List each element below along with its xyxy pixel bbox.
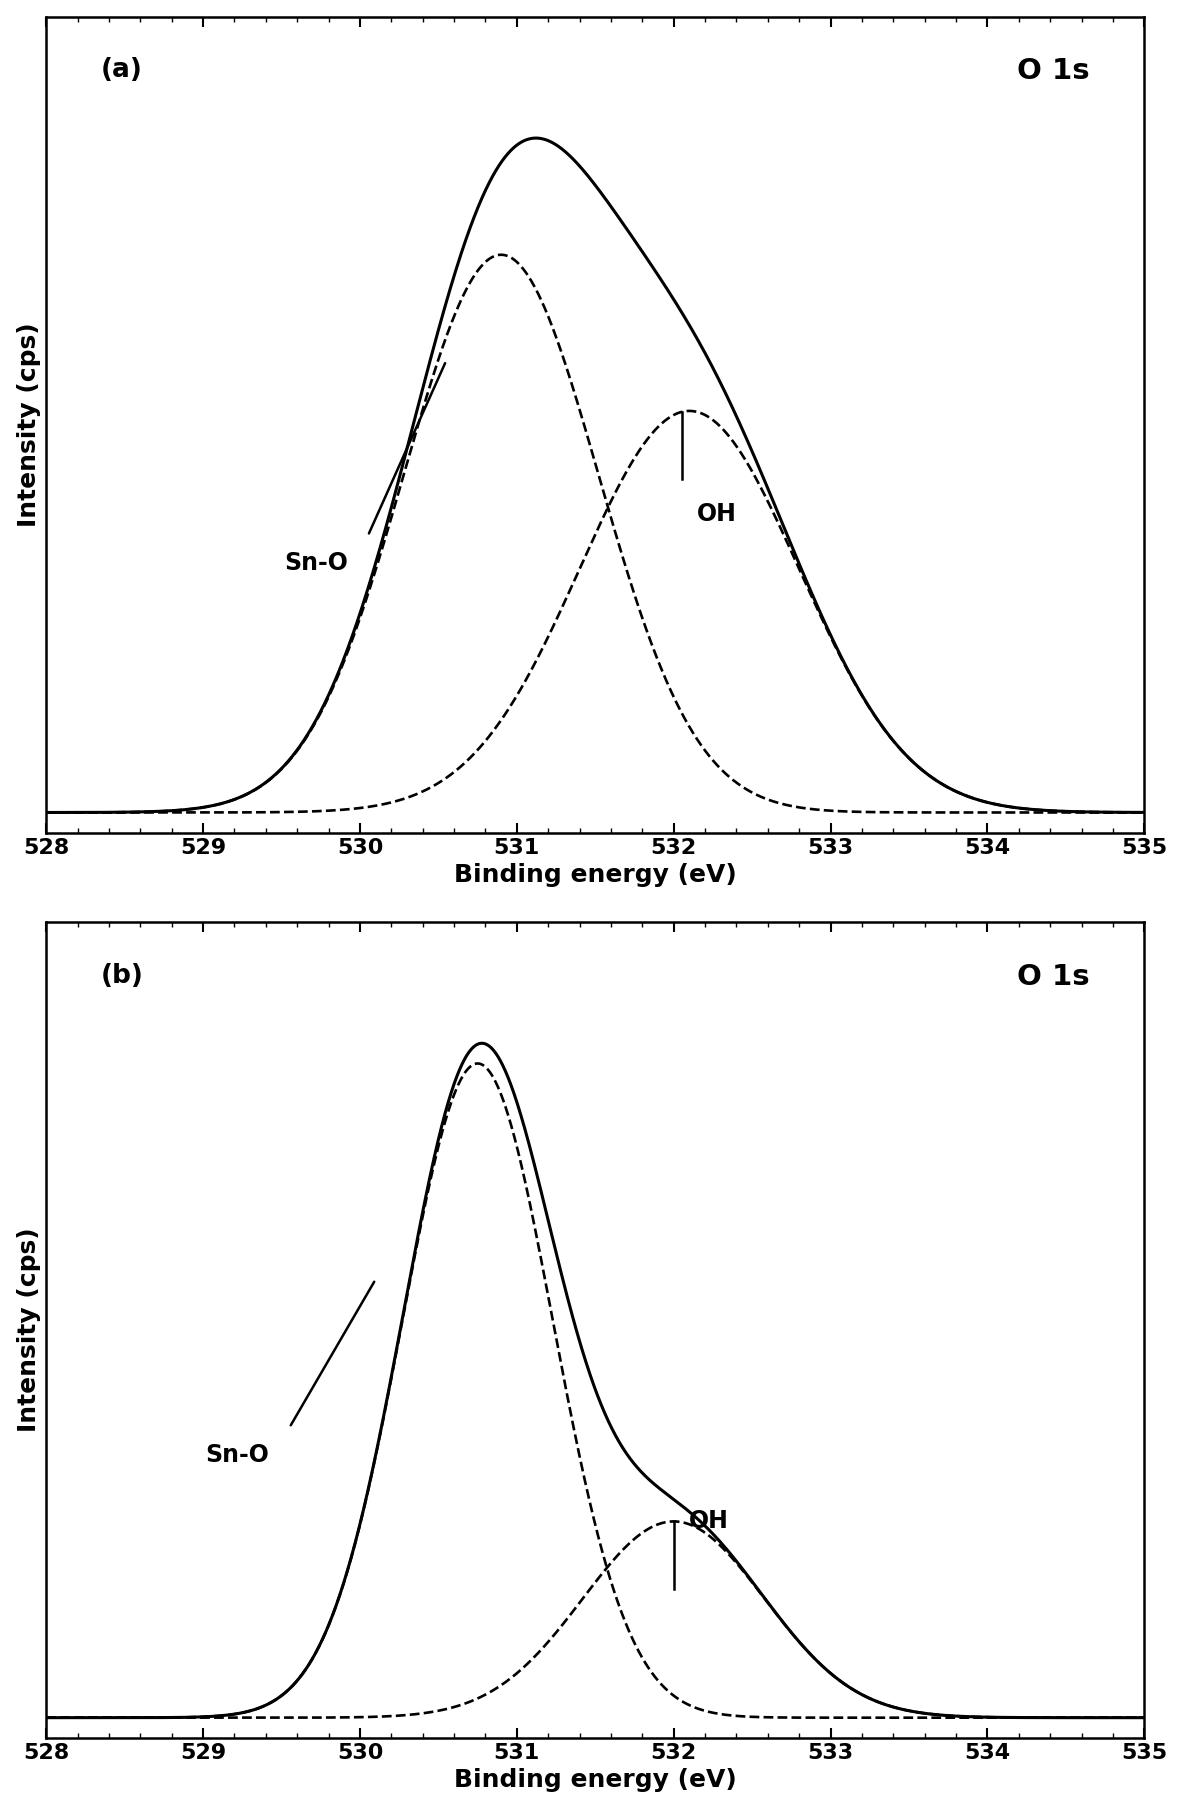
Text: O 1s: O 1s: [1017, 962, 1089, 991]
Text: (a): (a): [101, 58, 143, 83]
Text: (b): (b): [101, 962, 144, 990]
Y-axis label: Intensity (cps): Intensity (cps): [17, 322, 40, 526]
Y-axis label: Intensity (cps): Intensity (cps): [17, 1228, 40, 1433]
Text: OH: OH: [697, 503, 738, 526]
Text: OH: OH: [689, 1509, 729, 1532]
Text: Sn-O: Sn-O: [284, 552, 348, 575]
X-axis label: Binding energy (eV): Binding energy (eV): [453, 1769, 736, 1793]
Text: O 1s: O 1s: [1017, 58, 1089, 85]
X-axis label: Binding energy (eV): Binding energy (eV): [453, 863, 736, 886]
Text: Sn-O: Sn-O: [206, 1442, 270, 1467]
